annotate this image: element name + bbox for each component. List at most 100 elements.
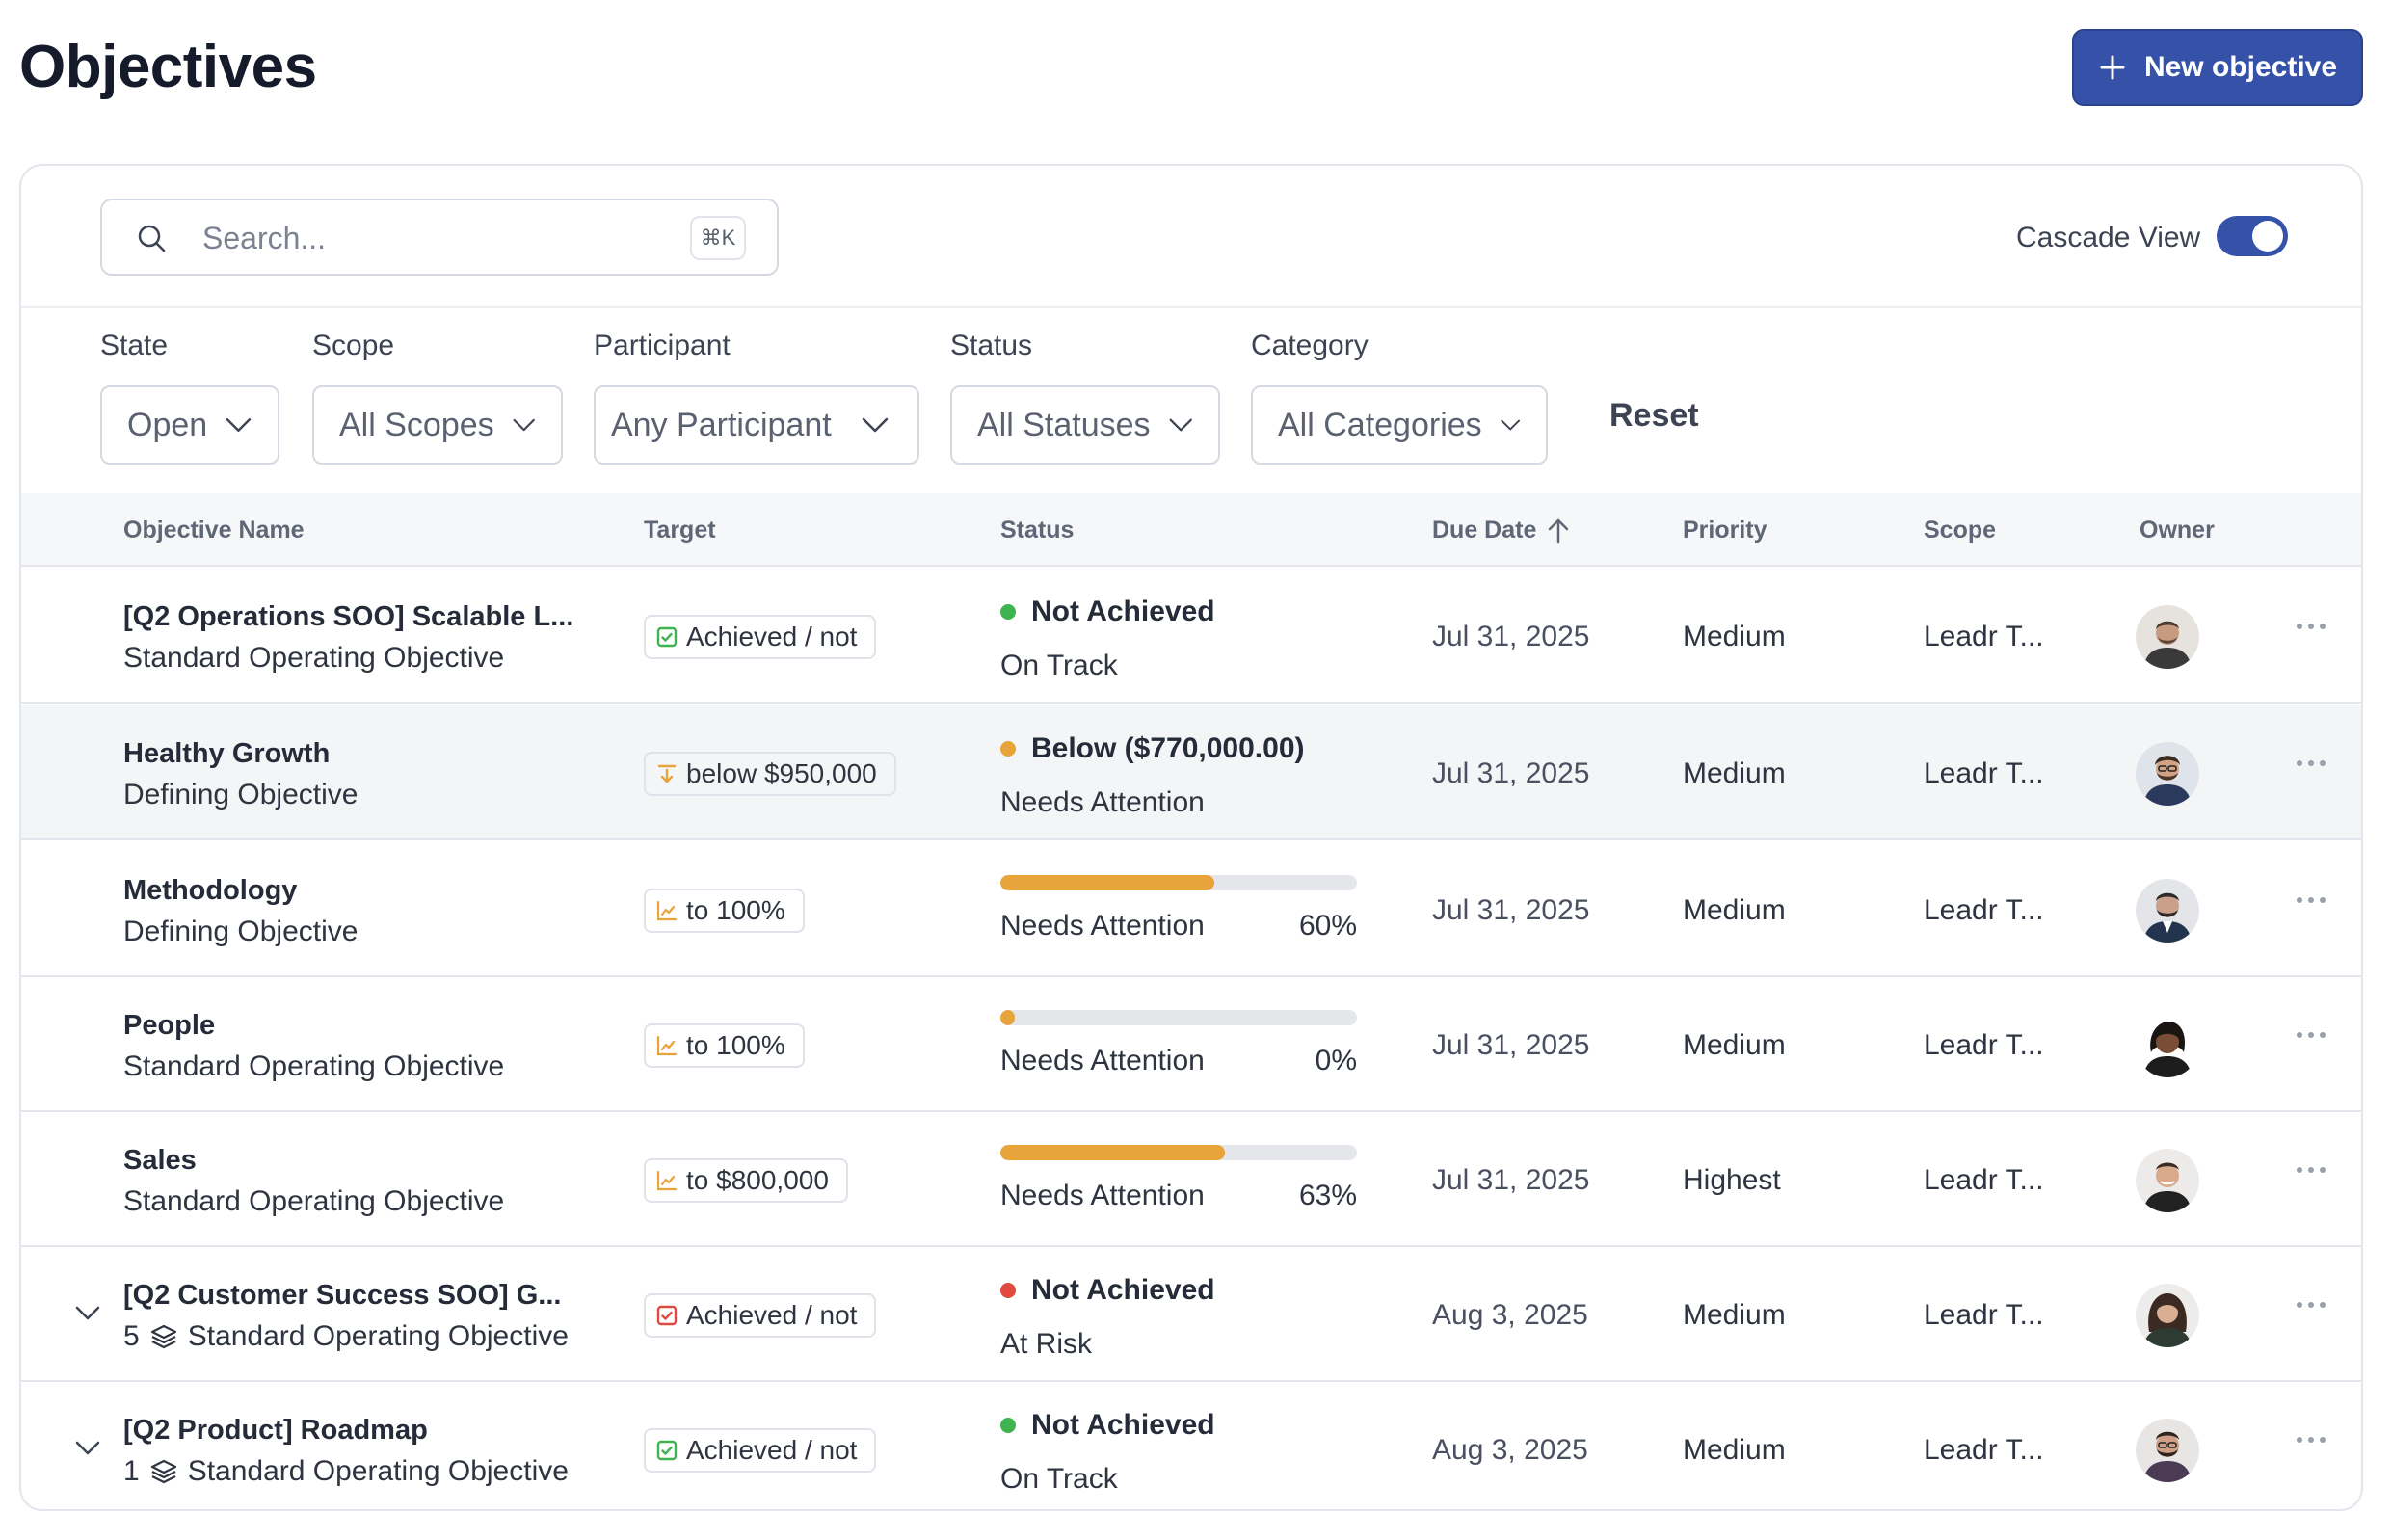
objective-type-label: Standard Operating Objective xyxy=(123,1050,505,1082)
new-objective-label: New objective xyxy=(2143,51,2338,83)
status-result: Not Achieved xyxy=(1000,1409,1215,1442)
progress-percent: 60% xyxy=(1298,910,1357,942)
column-header-owner[interactable]: Owner xyxy=(2140,517,2215,544)
due-date: Jul 31, 2025 xyxy=(1432,757,1590,789)
chevron-down-icon[interactable] xyxy=(73,1303,102,1324)
target-text: to 100% xyxy=(686,895,785,925)
target-badge: Achieved / not xyxy=(644,1293,877,1338)
table-row[interactable]: Methodology Defining Objective to 100% N… xyxy=(21,842,2361,977)
reset-filters-button[interactable]: Reset xyxy=(1609,397,1699,434)
column-header-scope[interactable]: Scope xyxy=(1924,517,1997,544)
objective-type-label: Standard Operating Objective xyxy=(123,1185,505,1217)
more-options-icon[interactable] xyxy=(2294,1160,2328,1180)
objective-type-label: Standard Operating Objective xyxy=(123,642,505,674)
scope: Leadr T... xyxy=(1924,1029,2044,1061)
target-badge: Achieved / not xyxy=(644,1428,877,1473)
state-select[interactable]: Open xyxy=(100,385,279,465)
more-options-icon[interactable] xyxy=(2294,890,2328,910)
status-result: Not Achieved xyxy=(1000,1274,1215,1307)
table-row[interactable]: [Q2 Product] Roadmap 1 Standard Operatin… xyxy=(21,1382,2361,1509)
table-row[interactable]: Healthy Growth Defining Objective below … xyxy=(21,705,2361,840)
progress-fill xyxy=(1000,875,1214,890)
target-badge: to $800,000 xyxy=(644,1158,848,1203)
status-health: Needs Attention xyxy=(1000,910,1205,942)
owner-avatar[interactable] xyxy=(2136,1284,2199,1347)
more-options-icon[interactable] xyxy=(2294,1430,2328,1449)
target-badge: below $950,000 xyxy=(644,752,896,796)
search-input[interactable] xyxy=(202,216,684,260)
owner-avatar[interactable] xyxy=(2136,605,2199,669)
objective-type: Standard Operating Objective xyxy=(123,1050,504,1083)
objective-name[interactable]: [Q2 Product] Roadmap xyxy=(123,1415,428,1446)
priority: Medium xyxy=(1683,894,1786,926)
table-row[interactable]: People Standard Operating Objective to 1… xyxy=(21,977,2361,1112)
column-header-name[interactable]: Objective Name xyxy=(123,517,305,544)
status-select[interactable]: All Statuses xyxy=(950,385,1220,465)
column-header-status[interactable]: Status xyxy=(1000,517,1075,544)
target-text: Achieved / not xyxy=(686,622,858,651)
target-badge: Achieved / not xyxy=(644,615,877,659)
owner-avatar[interactable] xyxy=(2136,1419,2199,1482)
table-row[interactable]: Sales Standard Operating Objective to $8… xyxy=(21,1112,2361,1247)
participant-filter-label: Participant xyxy=(594,330,731,361)
category-select[interactable]: All Categories xyxy=(1251,385,1548,465)
page-title: Objectives xyxy=(19,34,317,100)
check-square-icon xyxy=(656,626,678,648)
trend-up-icon xyxy=(656,1035,678,1056)
status-filter-label: Status xyxy=(950,330,1033,361)
layers-icon xyxy=(150,1324,176,1349)
table-header: Objective Name Target Status Due Date Pr… xyxy=(21,493,2361,567)
column-header-due-date[interactable]: Due Date xyxy=(1432,517,1571,544)
search-shortcut-badge: ⌘K xyxy=(690,216,746,260)
owner-avatar[interactable] xyxy=(2136,1149,2199,1212)
objective-name[interactable]: Methodology xyxy=(123,875,298,906)
objective-name[interactable]: Sales xyxy=(123,1145,197,1176)
plus-icon xyxy=(2100,55,2125,80)
due-date: Jul 31, 2025 xyxy=(1432,894,1590,926)
status-select-value: All Statuses xyxy=(977,406,1151,443)
column-header-target[interactable]: Target xyxy=(644,517,716,544)
chevron-down-icon[interactable] xyxy=(73,1438,102,1459)
status-result-text: Not Achieved xyxy=(1031,1274,1215,1306)
status-health: Needs Attention xyxy=(1000,1045,1205,1076)
state-select-value: Open xyxy=(127,406,208,443)
due-date: Jul 31, 2025 xyxy=(1432,1164,1590,1196)
target-text: Achieved / not xyxy=(686,1300,858,1330)
table-row[interactable]: [Q2 Operations SOO] Scalable L... Standa… xyxy=(21,569,2361,704)
status-filter: Status All Statuses xyxy=(950,330,1220,465)
owner-avatar[interactable] xyxy=(2136,742,2199,806)
status-dot-green xyxy=(1000,1418,1016,1433)
status-result-text: Not Achieved xyxy=(1031,596,1215,627)
target-badge: to 100% xyxy=(644,1023,805,1068)
owner-avatar[interactable] xyxy=(2136,1014,2199,1077)
objective-type: 1 Standard Operating Objective xyxy=(123,1455,569,1488)
objective-type: Defining Objective xyxy=(123,916,358,948)
category-select-value: All Categories xyxy=(1278,406,1482,443)
toggle-knob xyxy=(2252,221,2283,252)
objective-type-label: Standard Operating Objective xyxy=(187,1455,569,1487)
owner-avatar[interactable] xyxy=(2136,879,2199,943)
search-box[interactable]: ⌘K xyxy=(100,199,779,276)
more-options-icon[interactable] xyxy=(2294,1295,2328,1314)
objective-type: Standard Operating Objective xyxy=(123,1185,504,1218)
check-square-icon xyxy=(656,1440,678,1461)
x-square-icon xyxy=(656,1305,678,1326)
objective-name[interactable]: [Q2 Operations SOO] Scalable L... xyxy=(123,601,574,632)
chevron-down-icon xyxy=(862,417,888,433)
scope-filter-label: Scope xyxy=(312,330,395,361)
scope-select[interactable]: All Scopes xyxy=(312,385,563,465)
more-options-icon[interactable] xyxy=(2294,1025,2328,1045)
new-objective-button[interactable]: New objective xyxy=(2072,29,2363,106)
status-result-text: Below ($770,000.00) xyxy=(1031,732,1305,764)
objective-name[interactable]: Healthy Growth xyxy=(123,738,331,769)
participant-select[interactable]: Any Participant xyxy=(594,385,919,465)
sort-ascending-icon xyxy=(1549,518,1569,544)
column-header-priority[interactable]: Priority xyxy=(1683,517,1767,544)
more-options-icon[interactable] xyxy=(2294,617,2328,636)
objective-name[interactable]: People xyxy=(123,1010,216,1041)
more-options-icon[interactable] xyxy=(2294,754,2328,773)
status-dot-orange xyxy=(1000,741,1016,757)
table-row[interactable]: [Q2 Customer Success SOO] G... 5 Standar… xyxy=(21,1247,2361,1382)
objective-name[interactable]: [Q2 Customer Success SOO] G... xyxy=(123,1280,562,1311)
cascade-view-toggle[interactable] xyxy=(2217,216,2288,256)
